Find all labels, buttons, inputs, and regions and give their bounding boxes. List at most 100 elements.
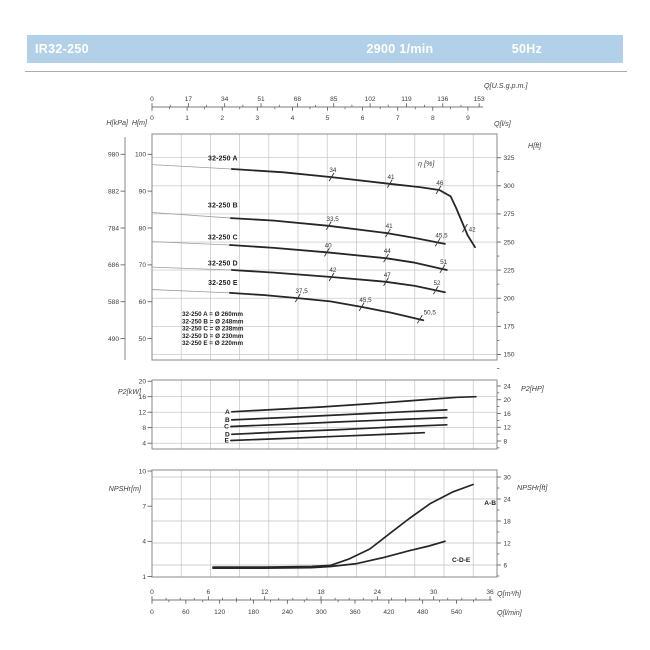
h-ft-tick-label: 175 [504, 324, 515, 331]
efficiency-value: 46 [436, 180, 444, 187]
h-m-tick-label: 50 [139, 336, 147, 343]
h-kpa-tick-label: 882 [108, 188, 119, 195]
efficiency-value: 34 [329, 167, 337, 174]
p2-hp-tick-label: 12 [504, 425, 512, 432]
ls-tick-label: 4 [291, 115, 295, 122]
p2-hp-tick-label: 24 [504, 383, 512, 390]
efficiency-tick [432, 285, 439, 295]
npsh-m-axis-label: NPSHr[m] [109, 484, 142, 493]
h-m-tick-label: 80 [139, 225, 147, 232]
efficiency-tick [385, 228, 391, 238]
m3h-tick-label: 12 [261, 589, 269, 596]
lmin-tick-label: 420 [383, 609, 394, 616]
p2-hp-tick-label: 8 [504, 438, 508, 445]
p2-curve-label: E [224, 437, 229, 444]
p2-curve-label: C [224, 424, 229, 431]
p2-kw-tick-label: 20 [139, 378, 147, 385]
npsh-m-tick-label: 1 [142, 574, 146, 581]
m3h-tick-label: 24 [374, 589, 382, 596]
efficiency-tick [324, 247, 330, 257]
efficiency-tick [328, 172, 335, 182]
curve-label: 32-250 E [208, 280, 238, 287]
p2-curve-D [230, 423, 448, 436]
efficiency-axis-label: η [%] [418, 159, 435, 168]
h-ft-axis-label: H[ft] [528, 141, 542, 150]
p2-kw-tick-label: 16 [139, 394, 147, 401]
lmin-tick-label: 180 [248, 609, 259, 616]
ls-tick-label: 0 [150, 115, 154, 122]
p2-kw-tick-label: 8 [142, 425, 146, 432]
impeller-legend-line: 32-250 C = Ø 238mm [182, 326, 244, 333]
npsh-ft-tick-label: 12 [504, 540, 512, 547]
curve-32-250-A [230, 168, 476, 249]
curve-32-250-B [230, 217, 446, 245]
shutoff-extension-line [151, 241, 230, 246]
efficiency-value: 51 [440, 259, 448, 266]
p2-hp-axis-label: P2[HP] [521, 384, 545, 393]
npsh-ft-axis-label: NPSHr[ft] [517, 483, 548, 492]
efficiency-value: 47 [384, 272, 392, 279]
efficiency-tick [439, 264, 446, 274]
lmin-tick-label: 120 [214, 609, 225, 616]
p2-curve-label: A [225, 409, 230, 416]
m3h-tick-label: 0 [150, 589, 154, 596]
shutoff-extension-line [151, 212, 231, 219]
npsh-ft-tick-label: 18 [504, 518, 512, 525]
h-kpa-tick-label: 686 [108, 262, 119, 269]
h-ft-tick-label: 325 [504, 155, 515, 162]
h-ft-tick-label: 150 [504, 352, 515, 359]
m3h-tick-label: 18 [317, 589, 325, 596]
gpm-tick-label: 153 [474, 96, 485, 103]
gpm-tick-label: 119 [401, 96, 412, 103]
npsh-curve-label: A-B [484, 500, 496, 507]
h-kpa-tick-label: 588 [108, 299, 119, 306]
ls-axis-label: Q[l/s] [494, 119, 512, 128]
npsh-m-tick-label: 7 [142, 503, 146, 510]
curve-32-250-D [230, 269, 446, 294]
p2-curve-C [230, 416, 448, 428]
impeller-legend-line: 32-250 D = Ø 230mm [182, 333, 244, 340]
shutoff-extension-line [151, 266, 232, 271]
p2-curve-label: B [225, 417, 230, 424]
p2-curve-A [230, 395, 477, 413]
ls-tick-label: 5 [326, 115, 330, 122]
gpm-tick-label: 102 [365, 96, 376, 103]
gpm-tick-label: 0 [150, 96, 154, 103]
efficiency-tick [417, 314, 423, 324]
p2-kw-tick-label: 12 [139, 409, 147, 416]
ls-tick-label: 8 [431, 115, 435, 122]
efficiency-value: 41 [388, 174, 396, 181]
h-kpa-axis-label: H[kPa] [106, 118, 129, 127]
h-m-tick-label: 60 [139, 299, 147, 306]
p2-curve-B [230, 409, 448, 421]
gpm-tick-label: 17 [185, 96, 193, 103]
shutoff-extension-line [151, 289, 230, 294]
h-m-tick-label: 70 [139, 262, 147, 269]
efficiency-tick [386, 179, 393, 188]
lmin-tick-label: 300 [316, 609, 327, 616]
efficiency-tick [462, 223, 468, 233]
curve-label: 32-250 D [208, 260, 238, 267]
npsh-ft-tick-label: 6 [504, 562, 508, 569]
pump-model: IR32-250 [35, 42, 89, 56]
npsh-curve-A-B [212, 483, 474, 568]
efficiency-tick [325, 221, 332, 231]
p2-kw-axis-label: P2[kW] [118, 387, 142, 396]
efficiency-value: 42 [469, 226, 477, 233]
npsh-curve-label: C-D-E [452, 557, 471, 564]
lmin-tick-label: 360 [349, 609, 360, 616]
m3h-axis-label: Q[m³/h] [497, 589, 522, 598]
gpm-tick-label: 136 [437, 96, 448, 103]
impeller-legend-line: 32-250 B = Ø 248mm [182, 318, 244, 325]
ls-tick-label: 6 [361, 115, 365, 122]
pump-frequency: 50Hz [511, 42, 543, 56]
efficiency-value: 40 [325, 242, 333, 249]
h-ft-tick-label: 275 [504, 211, 515, 218]
h-m-axis-label: H[m] [132, 118, 148, 127]
h-ft-tick-label: 225 [504, 267, 515, 274]
gpm-tick-label: 85 [330, 96, 338, 103]
efficiency-tick [328, 272, 335, 282]
npsh-ft-tick-label: 24 [504, 496, 512, 503]
